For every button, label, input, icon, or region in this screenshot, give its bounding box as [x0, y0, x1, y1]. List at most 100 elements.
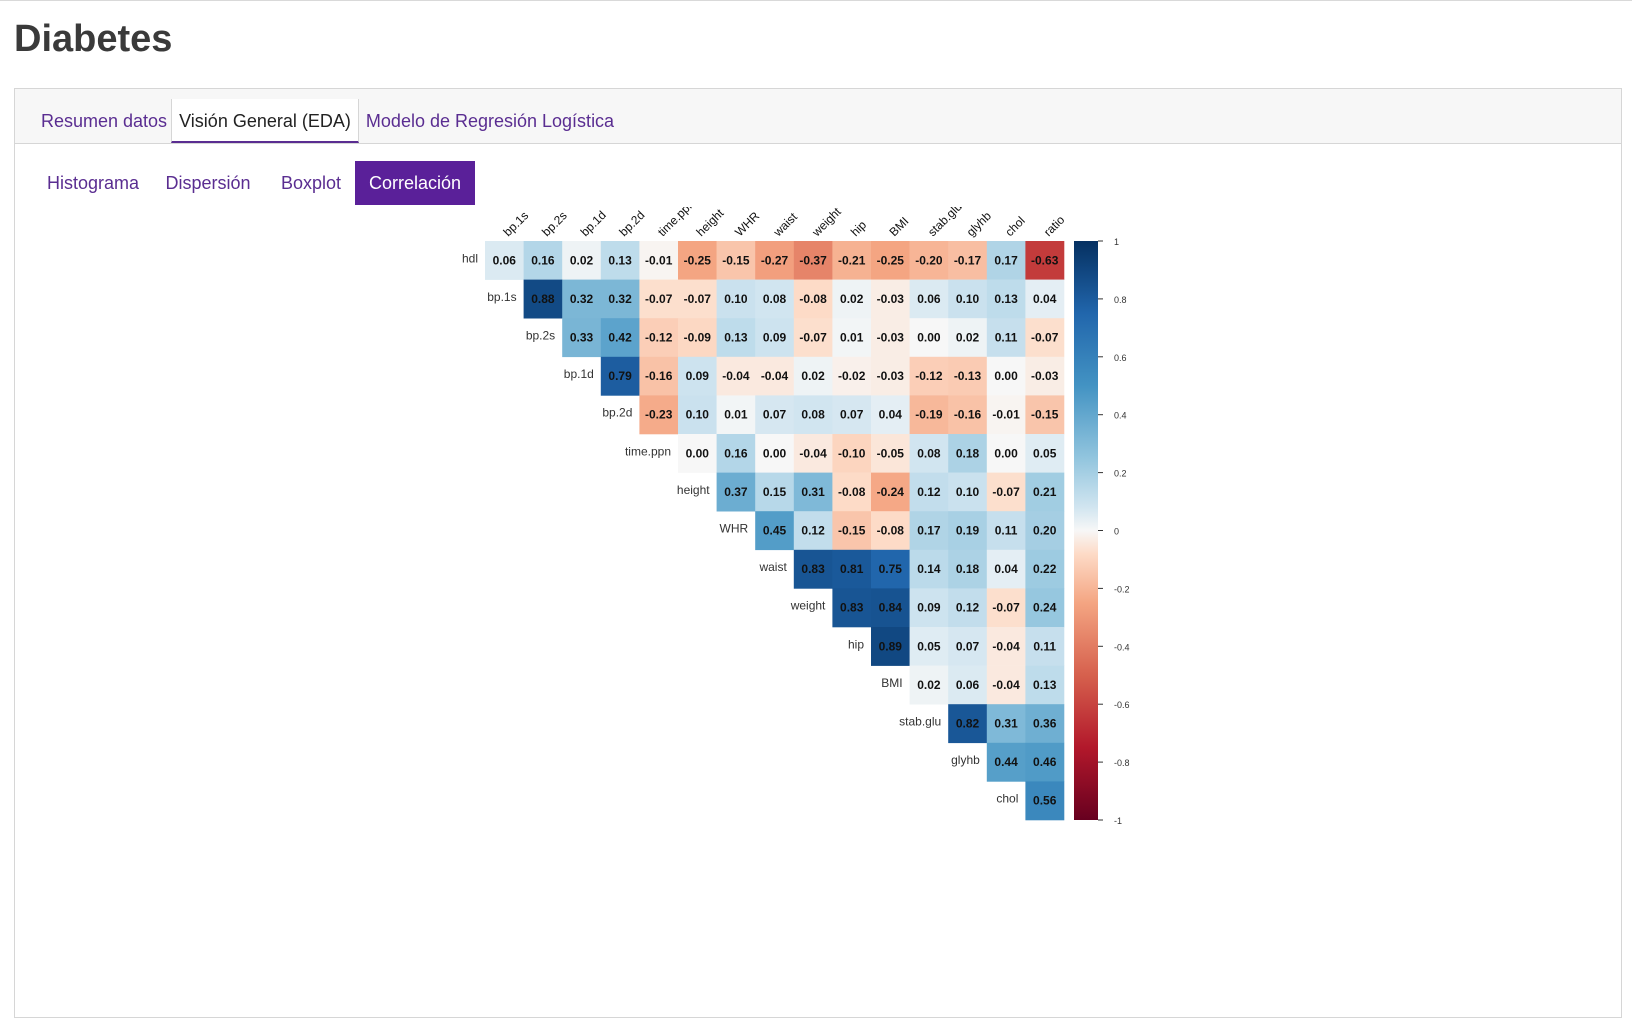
subtab-dispersion[interactable]: Dispersión [165, 173, 251, 193]
cell-value-label: 0.01 [724, 408, 748, 422]
correlation-heatmap: 0.06 0.16 0.02 0.13 -0.01 -0.25 -0.15 -0.27 -0.3… [462, 207, 1130, 826]
heatmap-cell [755, 356, 795, 396]
cell-value-label: 0.42 [608, 331, 632, 345]
tab-resumen-datos[interactable]: Resumen datos [40, 111, 168, 131]
heatmap-cell [600, 356, 640, 396]
cell-value-label: -0.03 [1031, 369, 1059, 383]
heatmap-cell [909, 549, 949, 589]
row-label: weight [790, 599, 826, 613]
heatmap-cell [986, 588, 1026, 628]
colorbar-tick-label: 0 [1114, 527, 1119, 537]
cell-value-label: 0.02 [801, 369, 825, 383]
heatmap-cell [562, 318, 602, 358]
heatmap-cell [678, 279, 717, 319]
heatmap-cell [716, 395, 756, 435]
heatmap-cell [832, 472, 872, 512]
cell-value-label: 0.00 [917, 331, 941, 345]
cell-value-label: 0.16 [531, 253, 555, 267]
cell-value-label: -0.07 [645, 292, 673, 306]
cell-value-label: -0.04 [992, 678, 1020, 692]
cell-value-label: 0.02 [956, 331, 980, 345]
heatmap-cell [639, 241, 679, 280]
cell-value-label: -0.15 [838, 524, 866, 538]
cell-value-label: 0.11 [995, 524, 1018, 538]
cell-value-label: 0.44 [994, 755, 1018, 769]
row-label: BMI [881, 676, 902, 690]
cell-value-label: 0.02 [917, 678, 941, 692]
heatmap-cell [909, 588, 949, 628]
cell-value-label: 0.89 [879, 639, 903, 653]
cell-value-label: 0.10 [956, 485, 980, 499]
cell-value-label: 0.02 [570, 253, 594, 267]
heatmap-cell [986, 472, 1026, 512]
heatmap-cell [986, 241, 1026, 280]
heatmap-cell [871, 549, 910, 589]
heatmap-cell [793, 472, 833, 512]
cell-value-label: 0.56 [1033, 794, 1057, 808]
heatmap-cell [755, 434, 795, 473]
cell-value-label: 0.18 [956, 446, 980, 460]
colorbar-tick-label: 1 [1114, 237, 1119, 247]
heatmap-cell [909, 472, 949, 512]
column-label: chol [1002, 214, 1027, 239]
cell-value-label: -0.01 [645, 253, 673, 267]
cell-value-label: 0.18 [956, 562, 980, 576]
heatmap-cell [986, 742, 1026, 782]
heatmap-cell [948, 395, 988, 435]
cell-value-label: 0.19 [956, 524, 980, 538]
heatmap-cell [639, 395, 679, 435]
heatmap-cell [986, 434, 1026, 473]
cell-value-label: -0.63 [1031, 253, 1059, 267]
subtab-correlacion[interactable]: Correlación [355, 161, 475, 205]
heatmap-cell [1025, 665, 1065, 705]
subtab-boxplot[interactable]: Boxplot [280, 173, 342, 193]
cell-value-label: 0.05 [1033, 446, 1057, 460]
heatmap-cell [600, 318, 640, 358]
heatmap-cell [755, 472, 795, 512]
heatmap-cell [678, 318, 717, 358]
cell-value-label: -0.12 [915, 369, 943, 383]
heatmap-cell [948, 241, 988, 280]
cell-value-label: -0.16 [645, 369, 673, 383]
subtab-histograma[interactable]: Histograma [46, 173, 140, 193]
heatmap-cell [871, 318, 910, 358]
cell-value-label: 0.83 [840, 601, 864, 615]
cell-value-label: 0.31 [994, 717, 1018, 731]
cell-value-label: 0.07 [763, 408, 787, 422]
colorbar-tick-label: 0.4 [1114, 411, 1127, 421]
cell-value-label: 0.06 [917, 292, 941, 306]
heatmap-cell [948, 627, 988, 666]
colorbar-tick-label: 0.6 [1114, 353, 1127, 363]
heatmap-cell [485, 241, 524, 280]
cell-value-label: -0.25 [684, 253, 712, 267]
heatmap-cell [755, 318, 795, 358]
heatmap-cell [871, 511, 910, 551]
column-label: bp.2s [539, 208, 570, 239]
row-label: height [677, 483, 710, 497]
cell-value-label: 0.33 [570, 331, 594, 345]
heatmap-cell [871, 434, 910, 473]
heatmap-cell [1025, 704, 1065, 744]
cell-value-label: 0.12 [956, 601, 980, 615]
colorbar-tick-label: -0.6 [1114, 700, 1130, 710]
heatmap-cell [909, 395, 949, 435]
heatmap-cell [755, 395, 795, 435]
tab-vision-general-eda[interactable]: Visión General (EDA) [171, 99, 359, 143]
heatmap-cell [948, 279, 988, 319]
row-label: bp.2d [602, 406, 632, 420]
heatmap-cell [755, 279, 795, 319]
tab-modelo-regresion-logistica[interactable]: Modelo de Regresión Logística [365, 111, 615, 131]
cell-value-label: 0.04 [879, 408, 903, 422]
row-label: hdl [462, 251, 478, 265]
heatmap-cell [716, 356, 756, 396]
cell-value-label: -0.24 [877, 485, 905, 499]
cell-value-label: -0.07 [799, 331, 827, 345]
cell-value-label: 0.15 [763, 485, 787, 499]
cell-value-label: 0.08 [763, 292, 787, 306]
cell-value-label: -0.15 [722, 253, 750, 267]
cell-value-label: -0.20 [915, 253, 943, 267]
heatmap-cell [755, 241, 795, 280]
heatmap-cell [948, 511, 988, 551]
heatmap-cell [832, 395, 872, 435]
heatmap-cell [948, 549, 988, 589]
